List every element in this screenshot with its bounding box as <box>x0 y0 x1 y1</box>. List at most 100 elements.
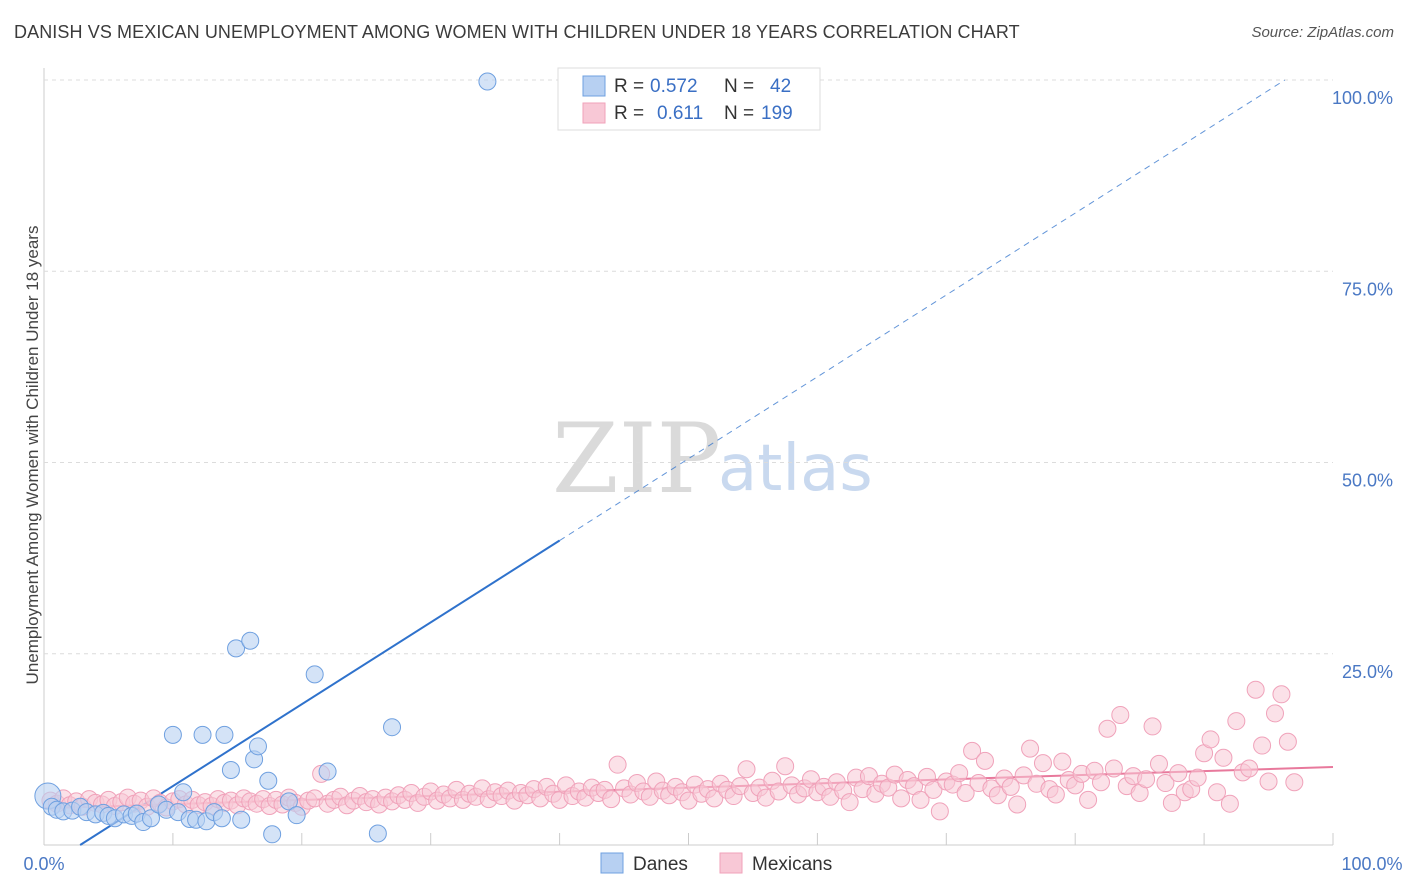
legend-label-danes: Danes <box>633 854 688 875</box>
mexicans-point <box>1091 773 1110 792</box>
mexicans-point <box>1201 730 1220 749</box>
mexicans-point <box>776 757 795 776</box>
mexicans-point <box>975 751 994 770</box>
mexicans-point <box>602 790 621 809</box>
danes-point <box>305 665 324 684</box>
mexicans-point <box>1001 777 1020 796</box>
mexicans-point <box>1259 772 1278 791</box>
mexicans-point <box>892 789 911 808</box>
mexicans-point <box>1207 783 1226 802</box>
danes-point <box>263 825 282 844</box>
danes-point <box>368 824 387 843</box>
stats-n-label-danes: N = <box>724 76 754 97</box>
danes-point <box>215 725 234 744</box>
y-tick-label: 25.0% <box>1342 662 1393 682</box>
x-tick-marks <box>172 833 1334 845</box>
mexicans-point <box>1008 795 1027 814</box>
mexicans-point <box>1149 754 1168 773</box>
danes-point <box>287 806 306 825</box>
stats-r-label-mexicans: R = <box>614 103 644 124</box>
danes-point <box>248 737 267 756</box>
mexicans-point <box>950 764 969 783</box>
mexicans-point <box>1156 774 1175 793</box>
y-tick-label: 75.0% <box>1342 279 1393 299</box>
danes-point <box>141 809 160 828</box>
bottom-legend: Danes Mexicans <box>600 852 832 875</box>
mexicans-point <box>1098 719 1117 738</box>
watermark-zip: ZIP <box>552 403 721 515</box>
stats-n-value-danes: 42 <box>770 76 791 97</box>
mexicans-points <box>41 680 1304 821</box>
stats-n-value-mexicans: 199 <box>761 103 793 124</box>
mexicans-point <box>1246 680 1265 699</box>
stats-n-label-mexicans: N = <box>724 103 754 124</box>
stats-swatch-mexicans <box>582 102 606 124</box>
chart-title: DANISH VS MEXICAN UNEMPLOYMENT AMONG WOM… <box>14 22 1020 42</box>
stats-swatch-danes <box>582 75 606 97</box>
mexicans-point <box>1162 793 1181 812</box>
mexicans-point <box>1214 748 1233 767</box>
mexicans-point <box>1265 704 1284 723</box>
x-tick-label-min: 0.0% <box>23 854 64 874</box>
stats-r-value-mexicans: 0.611 <box>657 103 703 124</box>
mexicans-point <box>924 780 943 799</box>
y-tick-label: 50.0% <box>1342 471 1393 491</box>
mexicans-point <box>1079 790 1098 809</box>
mexicans-point <box>1137 770 1156 789</box>
mexicans-point <box>1278 732 1297 751</box>
legend-swatch-mexicans <box>719 852 743 874</box>
danes-point <box>227 639 246 658</box>
danes-point <box>212 809 231 828</box>
mexicans-point <box>963 741 982 760</box>
mexicans-point <box>1111 705 1130 724</box>
stats-legend: R = 0.572 N = 42 R = 0.611 N = 199 <box>557 67 821 131</box>
mexicans-point <box>1285 773 1304 792</box>
mexicans-point <box>1046 785 1065 804</box>
y-tick-labels: 25.0% 50.0% 75.0% 100.0% <box>1332 88 1393 682</box>
gridlines <box>44 79 1333 655</box>
danes-point <box>383 718 402 737</box>
mexicans-point <box>930 802 949 821</box>
y-tick-label: 100.0% <box>1332 88 1393 108</box>
danes-point <box>221 761 240 780</box>
x-tick-label-max: 100.0% <box>1341 854 1402 874</box>
mexicans-point <box>1169 764 1188 783</box>
mexicans-point <box>840 793 859 812</box>
stats-r-value-danes: 0.572 <box>650 76 698 97</box>
danes-point <box>174 783 193 802</box>
watermark-atlas: atlas <box>718 432 873 506</box>
mexicans-point <box>988 786 1007 805</box>
mexicans-point <box>1227 712 1246 731</box>
mexicans-point <box>1033 754 1052 773</box>
mexicans-point <box>1220 794 1239 813</box>
mexicans-point <box>1240 759 1259 778</box>
mexicans-point <box>956 783 975 802</box>
mexicans-point <box>608 755 627 774</box>
mexicans-point <box>1014 766 1033 785</box>
mexicans-point <box>1272 685 1291 704</box>
danes-point <box>232 810 251 829</box>
legend-label-mexicans: Mexicans <box>752 854 832 875</box>
mexicans-point <box>911 790 930 809</box>
y-axis-label: Unemployment Among Women with Children U… <box>23 226 42 685</box>
mexicans-point <box>1188 768 1207 787</box>
danes-point <box>259 771 278 790</box>
danes-points <box>34 72 497 844</box>
danes-point <box>241 631 260 650</box>
stats-r-label-danes: R = <box>614 76 644 97</box>
danes-point <box>478 72 497 91</box>
mexicans-point <box>1253 736 1272 755</box>
danes-point <box>279 792 298 811</box>
mexicans-point <box>1104 759 1123 778</box>
mexicans-point <box>1143 717 1162 736</box>
mexicans-point <box>737 760 756 779</box>
danes-trend-line-extrapolated <box>559 79 1286 541</box>
danes-point <box>318 762 337 781</box>
danes-point <box>163 725 182 744</box>
mexicans-point <box>1021 739 1040 758</box>
danes-point <box>193 725 212 744</box>
source-credit: Source: ZipAtlas.com <box>1251 24 1394 41</box>
legend-swatch-danes <box>600 852 624 874</box>
mexicans-point <box>1053 752 1072 771</box>
